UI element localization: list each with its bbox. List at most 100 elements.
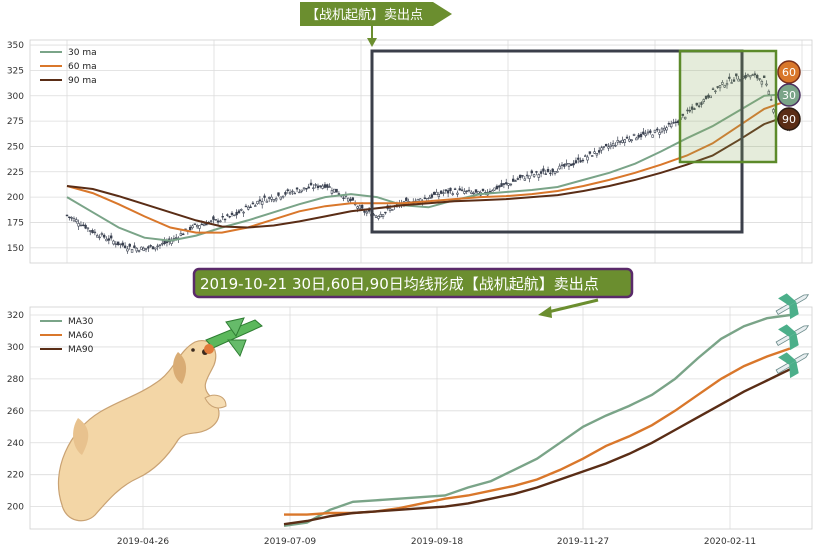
badge-30-label: 30	[782, 89, 796, 102]
candle-body	[277, 192, 280, 196]
candle-body	[89, 230, 92, 232]
candle-body	[226, 214, 229, 216]
candle-body	[126, 248, 129, 252]
candle-body	[686, 109, 689, 112]
candle-body	[642, 131, 645, 135]
candle-body	[270, 196, 273, 200]
candle-body	[730, 82, 733, 84]
candle-body	[628, 138, 631, 142]
candle-body	[195, 225, 199, 228]
candle-body	[307, 186, 310, 189]
candle-body	[107, 238, 111, 241]
candle-body	[451, 193, 454, 195]
candle-body	[98, 236, 101, 239]
signal-highlight-box	[370, 49, 744, 234]
candle-body	[156, 245, 159, 248]
candle-body	[251, 202, 255, 205]
candle-body	[193, 223, 197, 225]
candle-body	[542, 168, 545, 172]
badge-60	[777, 60, 801, 84]
candle-body	[593, 151, 596, 154]
top-y-ticks: 150 175 200 225 250 275 300 325 350	[7, 41, 24, 254]
candle-body	[351, 197, 355, 201]
zoom-highlight-box	[678, 49, 778, 164]
candle-body	[432, 191, 436, 195]
candle-body	[265, 200, 269, 203]
candle-body	[242, 211, 245, 214]
candle-body	[635, 137, 638, 141]
candle-body	[444, 189, 448, 192]
candle-body	[567, 163, 571, 167]
candle-body	[209, 220, 213, 222]
candle-body	[363, 210, 366, 213]
top-y-tick-label: 175	[7, 218, 24, 228]
candle-body	[714, 90, 717, 93]
bottom-x-tick-label: 2019-11-27	[557, 537, 609, 547]
candle-body	[102, 234, 106, 238]
bottom-y-tick-label: 240	[7, 439, 24, 449]
candle-body	[574, 160, 578, 164]
candle-body	[137, 250, 141, 252]
candle-body	[119, 243, 122, 245]
candle-body	[481, 188, 485, 191]
candle-body	[144, 248, 148, 250]
candle-body	[588, 151, 592, 154]
candle-body	[223, 218, 227, 221]
candle-body	[477, 191, 480, 194]
candle-body	[463, 191, 466, 194]
candle-body	[505, 182, 508, 185]
candle-body	[200, 223, 203, 226]
candle-body	[381, 214, 385, 217]
candle-body	[319, 185, 322, 187]
top-y-tick-label: 200	[7, 193, 24, 203]
candle-body	[312, 187, 315, 189]
candle-body	[760, 80, 764, 85]
caption-text: 2019-10-21 30日,60日,90日均线形成【战机起航】卖出点	[200, 275, 599, 293]
candle-body	[765, 83, 768, 86]
candle-body	[295, 187, 299, 190]
candle-body	[316, 185, 320, 189]
candle-body	[751, 74, 754, 76]
sell-point-tag: 【战机起航】卖出点	[300, 2, 452, 47]
candle-body	[681, 113, 685, 116]
candle-body	[549, 172, 552, 175]
candle-body	[591, 155, 594, 157]
candle-body	[114, 243, 118, 245]
candle-body	[651, 134, 654, 138]
candle-body	[237, 210, 241, 214]
tag-label: 【战机起航】卖出点	[306, 7, 423, 23]
candle-body	[349, 198, 352, 202]
candle-body	[198, 225, 201, 229]
candle-body	[718, 85, 722, 89]
ma-badges: 60 30 90	[777, 60, 801, 131]
candle-body	[579, 160, 582, 163]
legend-label-60ma: 60 ma	[68, 62, 97, 72]
candle-body	[667, 123, 671, 125]
candle-body	[337, 193, 341, 195]
candle-body	[384, 211, 387, 214]
dog-tail	[73, 418, 89, 455]
candle-body	[558, 165, 561, 170]
candle-body	[288, 192, 292, 195]
candle-body	[221, 216, 224, 218]
candle-body	[769, 99, 773, 101]
candle-body	[465, 190, 468, 192]
candle-body	[630, 139, 633, 142]
caption-arrow-line	[547, 298, 599, 314]
candle-body	[437, 193, 441, 197]
candle-body	[660, 128, 664, 133]
candle-body	[147, 246, 150, 249]
candle-body	[430, 194, 434, 198]
candle-body	[523, 178, 527, 181]
candle-body	[507, 183, 510, 186]
candle-body	[377, 216, 380, 219]
candle-body	[544, 173, 547, 175]
candle-body	[70, 217, 73, 219]
candle-body	[572, 162, 575, 166]
candle-body	[695, 102, 698, 106]
candle-body	[618, 141, 622, 143]
top-y-tick-label: 225	[7, 168, 24, 178]
candle-body	[532, 174, 536, 177]
candle-body	[672, 122, 675, 124]
candle-body	[597, 150, 601, 153]
